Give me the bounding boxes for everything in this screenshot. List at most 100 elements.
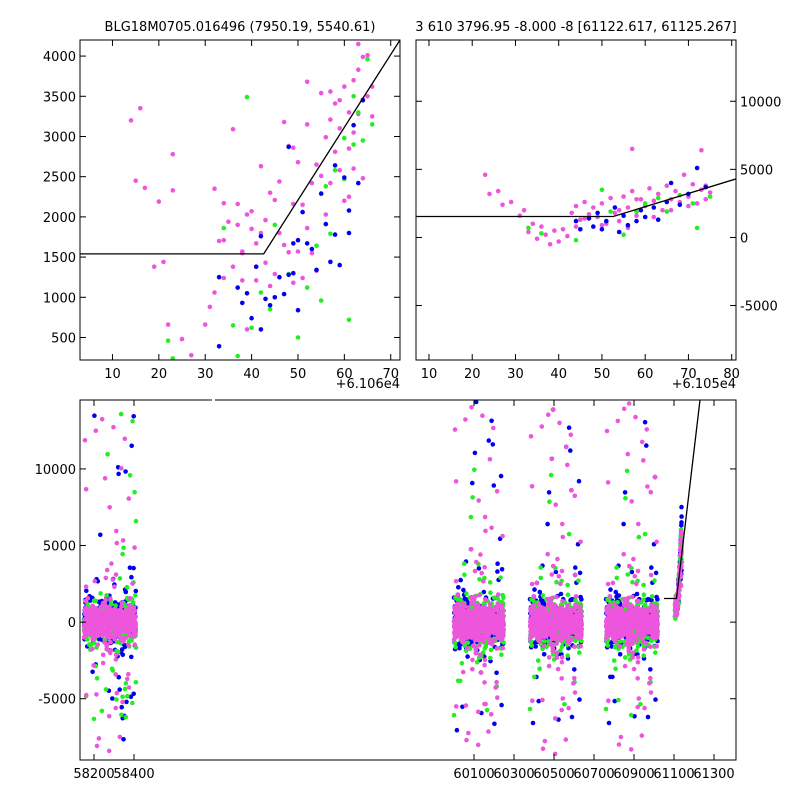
- data-point: [235, 201, 240, 207]
- data-point: [608, 209, 613, 214]
- data-point: [537, 589, 543, 595]
- data-point: [633, 414, 638, 420]
- data-point: [678, 539, 683, 545]
- model-line: [80, 40, 400, 255]
- data-point: [83, 486, 89, 492]
- x-tick-label: 60300: [493, 767, 534, 782]
- data-point: [560, 598, 565, 604]
- data-point: [539, 231, 544, 236]
- data-point: [558, 581, 563, 587]
- data-point: [156, 199, 162, 204]
- data-point: [472, 467, 477, 473]
- data-point: [476, 566, 482, 571]
- data-point: [103, 632, 108, 637]
- data-point: [674, 613, 679, 619]
- data-point: [648, 605, 654, 610]
- data-point: [649, 565, 654, 570]
- data-point: [612, 210, 618, 216]
- x-tick-label: 60100: [453, 767, 494, 782]
- x-tick-label: 60900: [613, 767, 654, 782]
- data-point: [351, 142, 356, 147]
- data-point: [566, 425, 572, 431]
- data-point: [542, 607, 547, 613]
- y-tick-label: -5000: [740, 300, 778, 315]
- data-point: [480, 636, 486, 641]
- data-point: [468, 547, 474, 552]
- data-point: [498, 616, 504, 622]
- data-point: [458, 608, 463, 614]
- data-point: [672, 603, 678, 608]
- data-point: [628, 712, 634, 718]
- data-point: [309, 250, 315, 256]
- data-point: [636, 696, 642, 701]
- data-point: [119, 466, 124, 471]
- data-point: [120, 620, 125, 625]
- data-point: [549, 572, 555, 577]
- data-point: [103, 611, 109, 616]
- data-point: [356, 110, 361, 115]
- data-point: [82, 628, 87, 633]
- data-point: [129, 574, 134, 580]
- data-point: [615, 605, 620, 610]
- data-point: [664, 183, 670, 188]
- data-point: [132, 489, 137, 495]
- data-point: [556, 574, 562, 579]
- data-point: [545, 412, 551, 418]
- data-point: [641, 592, 647, 597]
- data-point: [563, 737, 569, 742]
- data-point: [482, 662, 487, 668]
- data-point: [668, 180, 674, 186]
- data-point: [481, 589, 487, 595]
- data-point: [558, 648, 563, 653]
- data-point: [487, 655, 493, 661]
- data-point: [604, 629, 609, 634]
- data-point: [624, 468, 630, 474]
- data-point: [554, 579, 559, 585]
- data-point: [110, 577, 116, 582]
- data-point: [337, 262, 343, 268]
- data-point: [627, 628, 633, 633]
- data-point: [616, 218, 622, 224]
- data-point: [490, 442, 496, 447]
- data-point: [109, 561, 114, 566]
- data-point: [461, 587, 466, 593]
- data-point: [569, 608, 575, 613]
- data-point: [649, 638, 654, 643]
- data-point: [487, 580, 493, 585]
- data-point: [295, 237, 301, 243]
- data-point: [556, 612, 561, 617]
- data-point: [499, 702, 504, 708]
- data-point: [369, 114, 375, 119]
- data-point: [132, 621, 137, 626]
- data-point: [85, 637, 90, 642]
- data-point: [328, 231, 333, 237]
- data-point: [474, 624, 479, 630]
- data-point: [616, 697, 621, 703]
- data-point: [604, 218, 609, 224]
- data-point: [337, 98, 343, 103]
- data-point: [128, 694, 134, 700]
- data-point: [634, 213, 639, 218]
- data-point: [622, 655, 628, 660]
- data-point: [258, 233, 264, 239]
- data-point: [90, 603, 95, 608]
- data-point: [463, 632, 468, 637]
- data-point: [644, 443, 649, 448]
- data-point: [498, 575, 503, 580]
- data-point: [645, 597, 651, 602]
- data-point: [105, 451, 110, 457]
- data-point: [655, 195, 661, 201]
- data-point: [541, 613, 547, 619]
- data-point: [286, 250, 292, 255]
- data-point: [548, 472, 554, 478]
- data-point: [639, 733, 645, 738]
- x-tick-label: 60: [637, 367, 654, 382]
- data-point: [473, 650, 479, 656]
- data-point: [653, 612, 658, 618]
- data-point: [235, 353, 240, 359]
- data-point: [453, 578, 459, 584]
- data-point: [356, 67, 361, 72]
- data-point: [304, 79, 310, 85]
- data-point: [272, 295, 278, 300]
- data-point: [617, 652, 623, 657]
